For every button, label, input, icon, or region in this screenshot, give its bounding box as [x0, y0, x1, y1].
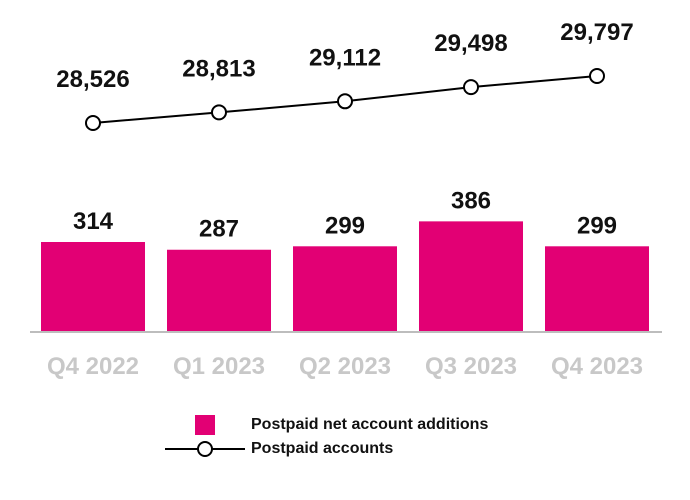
- bar-value-label: 299: [325, 212, 365, 239]
- bar-value-label: 386: [451, 187, 491, 214]
- x-tick-label: Q1 2023: [173, 353, 265, 380]
- accounts-point: [211, 104, 227, 121]
- bar-value-labels: 314 287 299 386 299: [73, 187, 617, 242]
- legend-label: Postpaid accounts: [251, 440, 394, 457]
- legend-line-swatch: [165, 441, 245, 457]
- accounts-value-label: 29,797: [560, 19, 633, 46]
- accounts-value-label: 28,526: [56, 66, 129, 93]
- x-tick-label: Q4 2023: [551, 353, 643, 380]
- bar-value-label: 314: [73, 208, 114, 235]
- accounts-points: [85, 68, 605, 131]
- combo-chart: 314 287 299 386 299 Q4 2022 Q1 2023 Q2 2023 Q3 …: [30, 19, 662, 380]
- bar: [293, 246, 397, 332]
- accounts-point: [463, 79, 479, 96]
- bar: [167, 249, 271, 332]
- accounts-value-label: 29,498: [434, 30, 507, 57]
- accounts-value-label: 28,813: [182, 55, 255, 82]
- bar: [545, 246, 649, 332]
- bar: [41, 242, 145, 332]
- legend-item-net-additions: Postpaid net account additions: [165, 413, 488, 437]
- accounts-point: [85, 115, 101, 131]
- x-tick-label: Q2 2023: [299, 353, 391, 380]
- legend-item-accounts: Postpaid accounts: [165, 437, 488, 461]
- accounts-value-labels: 28,526 28,813 29,112 29,498 29,797: [56, 19, 633, 93]
- legend-label: Postpaid net account additions: [251, 416, 489, 433]
- legend-bar-swatch: [165, 415, 245, 435]
- x-tick-label: Q3 2023: [425, 353, 517, 380]
- bar: [419, 221, 523, 332]
- x-axis-tick-labels: Q4 2022 Q1 2023 Q2 2023 Q3 2023 Q4 2023: [47, 353, 643, 380]
- legend: Postpaid net account additions Postpaid …: [165, 413, 488, 461]
- x-tick-label: Q4 2022: [47, 353, 139, 380]
- bar-series: [41, 221, 649, 332]
- accounts-point: [337, 93, 353, 110]
- accounts-value-label: 29,112: [309, 44, 381, 71]
- bar-value-label: 299: [577, 212, 617, 239]
- accounts-point: [589, 68, 605, 84]
- bar-value-label: 287: [199, 216, 239, 243]
